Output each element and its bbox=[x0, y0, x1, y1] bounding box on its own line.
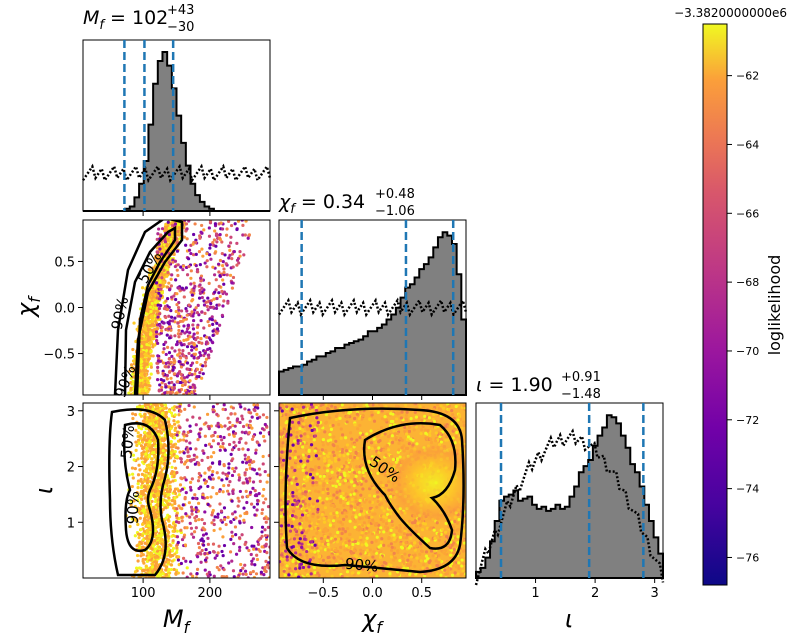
contour-90 bbox=[113, 220, 184, 395]
panel-mf-marginal: Mf = 102 +43 −30 bbox=[81, 3, 272, 212]
quantile-lines-chif bbox=[300, 220, 455, 395]
contour-50 bbox=[362, 422, 457, 550]
colorbar-tick-label: −72 bbox=[736, 414, 759, 427]
quantile-lines-iota bbox=[499, 403, 645, 578]
panel-chif-marginal: χf = 0.34 +0.48 −1.06 bbox=[277, 187, 468, 396]
contours-iota-mf bbox=[108, 408, 170, 577]
histogram-step bbox=[475, 414, 664, 579]
y-tick-label: 0.5 bbox=[54, 255, 75, 270]
y-tick-label: 2 bbox=[67, 461, 75, 476]
prior-curve bbox=[277, 297, 468, 318]
title-mf-minus: −30 bbox=[167, 20, 194, 35]
x-tick-label: 3 bbox=[651, 586, 659, 601]
prior-curve bbox=[474, 428, 665, 586]
y-tick-label: 3 bbox=[67, 405, 75, 420]
x-tick-label: 0.0 bbox=[362, 586, 383, 601]
title-iota-plus: +0.91 bbox=[561, 370, 601, 385]
panel-iota-marginal: ι = 1.90 +0.91 −1.48 bbox=[474, 370, 665, 586]
scatter-iota-chif bbox=[279, 403, 466, 578]
prior-line-iota bbox=[474, 428, 665, 586]
contour-label-90: 90% bbox=[124, 491, 143, 525]
x-tick-label: 1 bbox=[531, 586, 539, 601]
contour-label-50: 50% bbox=[117, 425, 138, 460]
colorbar-tick-label: −76 bbox=[736, 551, 759, 564]
x-tick-label: 0.5 bbox=[411, 586, 432, 601]
title-mf-plus: +43 bbox=[167, 3, 194, 18]
contour-label-90: 90% bbox=[344, 555, 379, 576]
y-tick-label: −0.5 bbox=[43, 348, 75, 363]
colorbar-gradient bbox=[702, 23, 728, 586]
colorbar-tick-label: −62 bbox=[736, 70, 759, 83]
title-iota: ι = 1.90 bbox=[476, 374, 553, 396]
panel-iota-vs-chif: 50% 90% bbox=[278, 402, 467, 579]
title-mf: Mf = 102 bbox=[83, 7, 168, 33]
colorbar-tick-label: −66 bbox=[736, 207, 759, 220]
axes-frame bbox=[82, 402, 271, 579]
colorbar-tick-label: −74 bbox=[736, 483, 759, 496]
y-tick-label: 1 bbox=[67, 516, 75, 531]
title-chif-plus: +0.48 bbox=[375, 187, 415, 202]
contours-chif-mf bbox=[113, 220, 184, 395]
title-mf-value: 102 bbox=[132, 7, 168, 29]
contours-iota-chif bbox=[284, 407, 465, 574]
contour-90 bbox=[108, 408, 170, 577]
x-tick-label: 100 bbox=[131, 586, 156, 601]
x-tick-label: 2 bbox=[591, 586, 599, 601]
contour-90 bbox=[284, 407, 465, 574]
colorbar-ticks: −62 −64 −66 −68 −70 −72 −74 −76 bbox=[727, 70, 759, 564]
title-chif-value: 0.34 bbox=[323, 191, 365, 213]
panel-iota-vs-mf: 50% 90% bbox=[82, 402, 271, 579]
axes-background bbox=[83, 220, 270, 395]
prior-curve bbox=[81, 163, 272, 184]
title-iota-value: 1.90 bbox=[510, 374, 552, 396]
y-tick-label: 0.0 bbox=[54, 302, 75, 317]
histogram-chif bbox=[278, 231, 467, 396]
xlabel-chif: χf bbox=[360, 605, 384, 637]
prior-line-chif bbox=[277, 297, 468, 318]
colorbar: −62 −64 −66 −68 −70 −72 −74 −76 loglikelihood bbox=[702, 23, 784, 586]
histogram-step bbox=[278, 231, 467, 396]
x-tick-label: −0.5 bbox=[308, 586, 340, 601]
contour-50 bbox=[122, 422, 160, 553]
colorbar-tick-label: −64 bbox=[736, 138, 759, 151]
ylabel-chif: χf bbox=[12, 295, 44, 319]
prior-line-mf bbox=[81, 163, 272, 184]
colorbar-tick-label: −70 bbox=[736, 345, 759, 358]
x-tick-label: 200 bbox=[197, 586, 222, 601]
colorbar-label: loglikelihood bbox=[765, 255, 784, 356]
title-chif: χf = 0.34 bbox=[278, 191, 365, 217]
contour-50 bbox=[123, 225, 177, 395]
xlabel-mf: Mf bbox=[163, 605, 192, 637]
scatter-iota-mf bbox=[124, 403, 270, 578]
ylabel-iota: ι bbox=[30, 486, 58, 494]
title-chif-minus: −1.06 bbox=[375, 204, 415, 219]
quantile-lines-mf bbox=[123, 40, 175, 211]
colorbar-tick-label: −68 bbox=[736, 276, 759, 289]
histogram-iota bbox=[475, 414, 664, 579]
axis-ticks: 100 200 −0.5 0.0 0.5 1 2 3 −0.5 0.0 0.5 1 2 3 bbox=[43, 211, 659, 601]
colorbar-offset-text: −3.3820000000e6 bbox=[674, 6, 787, 20]
title-iota-minus: −1.48 bbox=[561, 387, 601, 402]
panel-chif-vs-mf: 50% 90% 90% bbox=[82, 219, 271, 400]
xlabel-iota: ι bbox=[565, 605, 573, 633]
